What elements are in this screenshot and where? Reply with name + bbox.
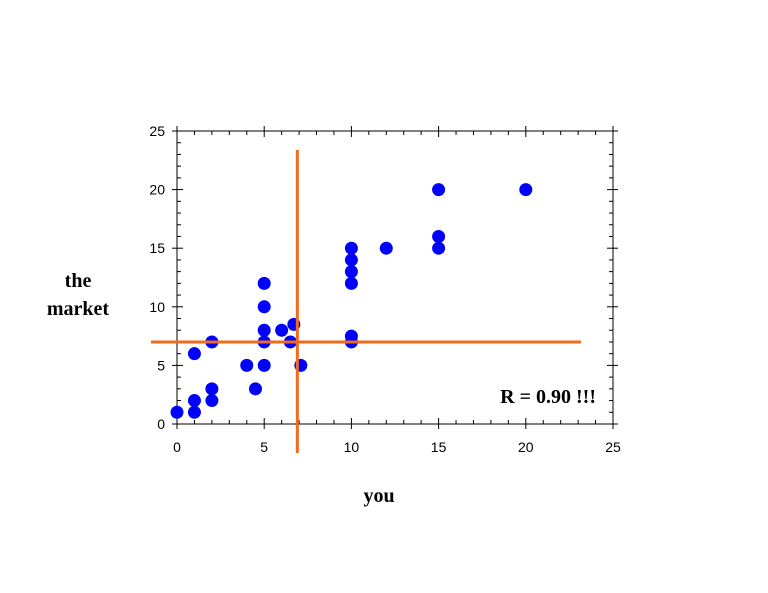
data-point bbox=[240, 358, 254, 372]
data-point bbox=[205, 394, 219, 408]
y-tick-labels: 0 5 10 15 20 25 bbox=[149, 123, 165, 432]
x-tick-label: 10 bbox=[344, 439, 360, 455]
y-tick-label: 15 bbox=[149, 240, 165, 256]
data-point bbox=[275, 323, 289, 337]
y-tick-label: 10 bbox=[149, 299, 165, 315]
data-point bbox=[257, 276, 271, 290]
crosshair bbox=[151, 150, 581, 453]
y-tick-label: 0 bbox=[157, 416, 165, 432]
axes bbox=[176, 130, 614, 425]
data-point bbox=[344, 253, 358, 267]
data-point bbox=[205, 382, 219, 396]
y-tick-label: 5 bbox=[157, 357, 165, 373]
data-point bbox=[257, 300, 271, 314]
x-tick-label: 15 bbox=[431, 439, 447, 455]
data-point bbox=[432, 183, 446, 197]
y-tick-label: 20 bbox=[149, 182, 165, 198]
x-tick-label: 5 bbox=[260, 439, 268, 455]
data-point bbox=[519, 183, 533, 197]
data-point bbox=[379, 241, 393, 255]
y-tick-label: 25 bbox=[149, 123, 165, 139]
data-point bbox=[432, 241, 446, 255]
x-tick-label: 0 bbox=[173, 439, 181, 455]
data-point bbox=[187, 347, 201, 361]
data-point bbox=[344, 241, 358, 255]
data-point bbox=[344, 276, 358, 290]
data-point bbox=[170, 405, 184, 419]
data-point bbox=[257, 323, 271, 337]
data-point bbox=[187, 405, 201, 419]
x-axis-label: you bbox=[363, 485, 394, 507]
correlation-annotation: R = 0.90 !!! bbox=[500, 386, 596, 408]
data-point bbox=[344, 329, 358, 343]
ticks bbox=[172, 126, 618, 429]
y-axis-label-line-2: market bbox=[47, 298, 110, 320]
data-point bbox=[432, 229, 446, 243]
data-point bbox=[257, 358, 271, 372]
x-tick-label: 20 bbox=[518, 439, 534, 455]
data-points bbox=[170, 183, 533, 419]
data-point bbox=[187, 394, 201, 408]
y-axis-label-line-1: the bbox=[65, 270, 92, 292]
x-tick-label: 25 bbox=[605, 439, 621, 455]
data-point bbox=[344, 265, 358, 279]
x-tick-labels: 0 5 10 15 20 25 bbox=[173, 439, 621, 455]
plot-frame bbox=[176, 130, 614, 425]
data-point bbox=[248, 382, 262, 396]
